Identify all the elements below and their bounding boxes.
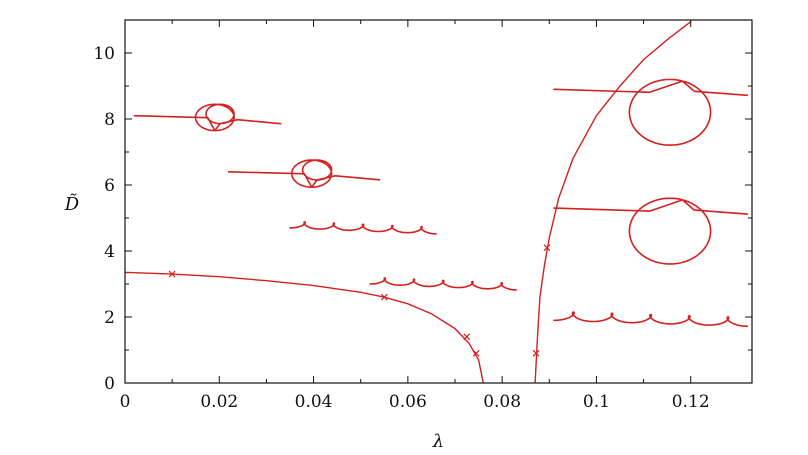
x-marker: [472, 349, 480, 357]
inset-glyph-big-loop: [553, 197, 749, 265]
y-tick-label: 2: [104, 308, 115, 328]
plot-frame: [124, 19, 753, 384]
x-marker-stroke: [472, 349, 480, 357]
x-marker: [168, 270, 176, 278]
x-axis-label: λ: [432, 431, 444, 452]
x-marker: [463, 333, 471, 341]
x-marker-stroke: [463, 333, 471, 341]
x-marker-stroke: [543, 244, 551, 252]
y-tick-label: 4: [104, 242, 115, 262]
x-tick-label: 0.1: [583, 392, 610, 412]
y-axis-label: D̃: [64, 193, 80, 215]
curve-layer: [124, 21, 692, 384]
series-line-2: [534, 21, 692, 384]
inset-glyph-helix: [553, 311, 749, 328]
axis-layer: 0 0.02 0.04 0.06 0.08 0.1 0.12 0 2 4 6 8 10: [93, 19, 753, 412]
x-marker-stroke: [532, 349, 540, 357]
inset-glyph-two-loop: [227, 159, 381, 188]
x-tick-label: 0.06: [389, 392, 427, 412]
x-marker: [532, 349, 540, 357]
x-tick-label: 0.08: [483, 392, 521, 412]
y-tick-label: 10: [93, 44, 115, 64]
x-tick-label: 0: [120, 392, 131, 412]
inset-glyph-helix: [369, 277, 518, 291]
x-marker-stroke: [380, 293, 388, 301]
inset-glyph-big-loop: [553, 78, 749, 146]
inset-glyph-layer: [133, 78, 749, 328]
x-marker: [543, 244, 551, 252]
x-marker: [380, 293, 388, 301]
y-tick-label: 6: [104, 176, 115, 196]
inset-glyph-two-loop: [133, 103, 282, 132]
x-marker-stroke: [168, 270, 176, 278]
series-line-1: [124, 271, 484, 384]
y-tick-label: 8: [104, 110, 115, 130]
x-tick-label: 0.12: [672, 392, 710, 412]
y-tick-label: 0: [104, 374, 115, 394]
inset-glyph-helix: [289, 221, 437, 235]
x-tick-label: 0.02: [200, 392, 238, 412]
x-tick-label: 0.04: [295, 392, 333, 412]
